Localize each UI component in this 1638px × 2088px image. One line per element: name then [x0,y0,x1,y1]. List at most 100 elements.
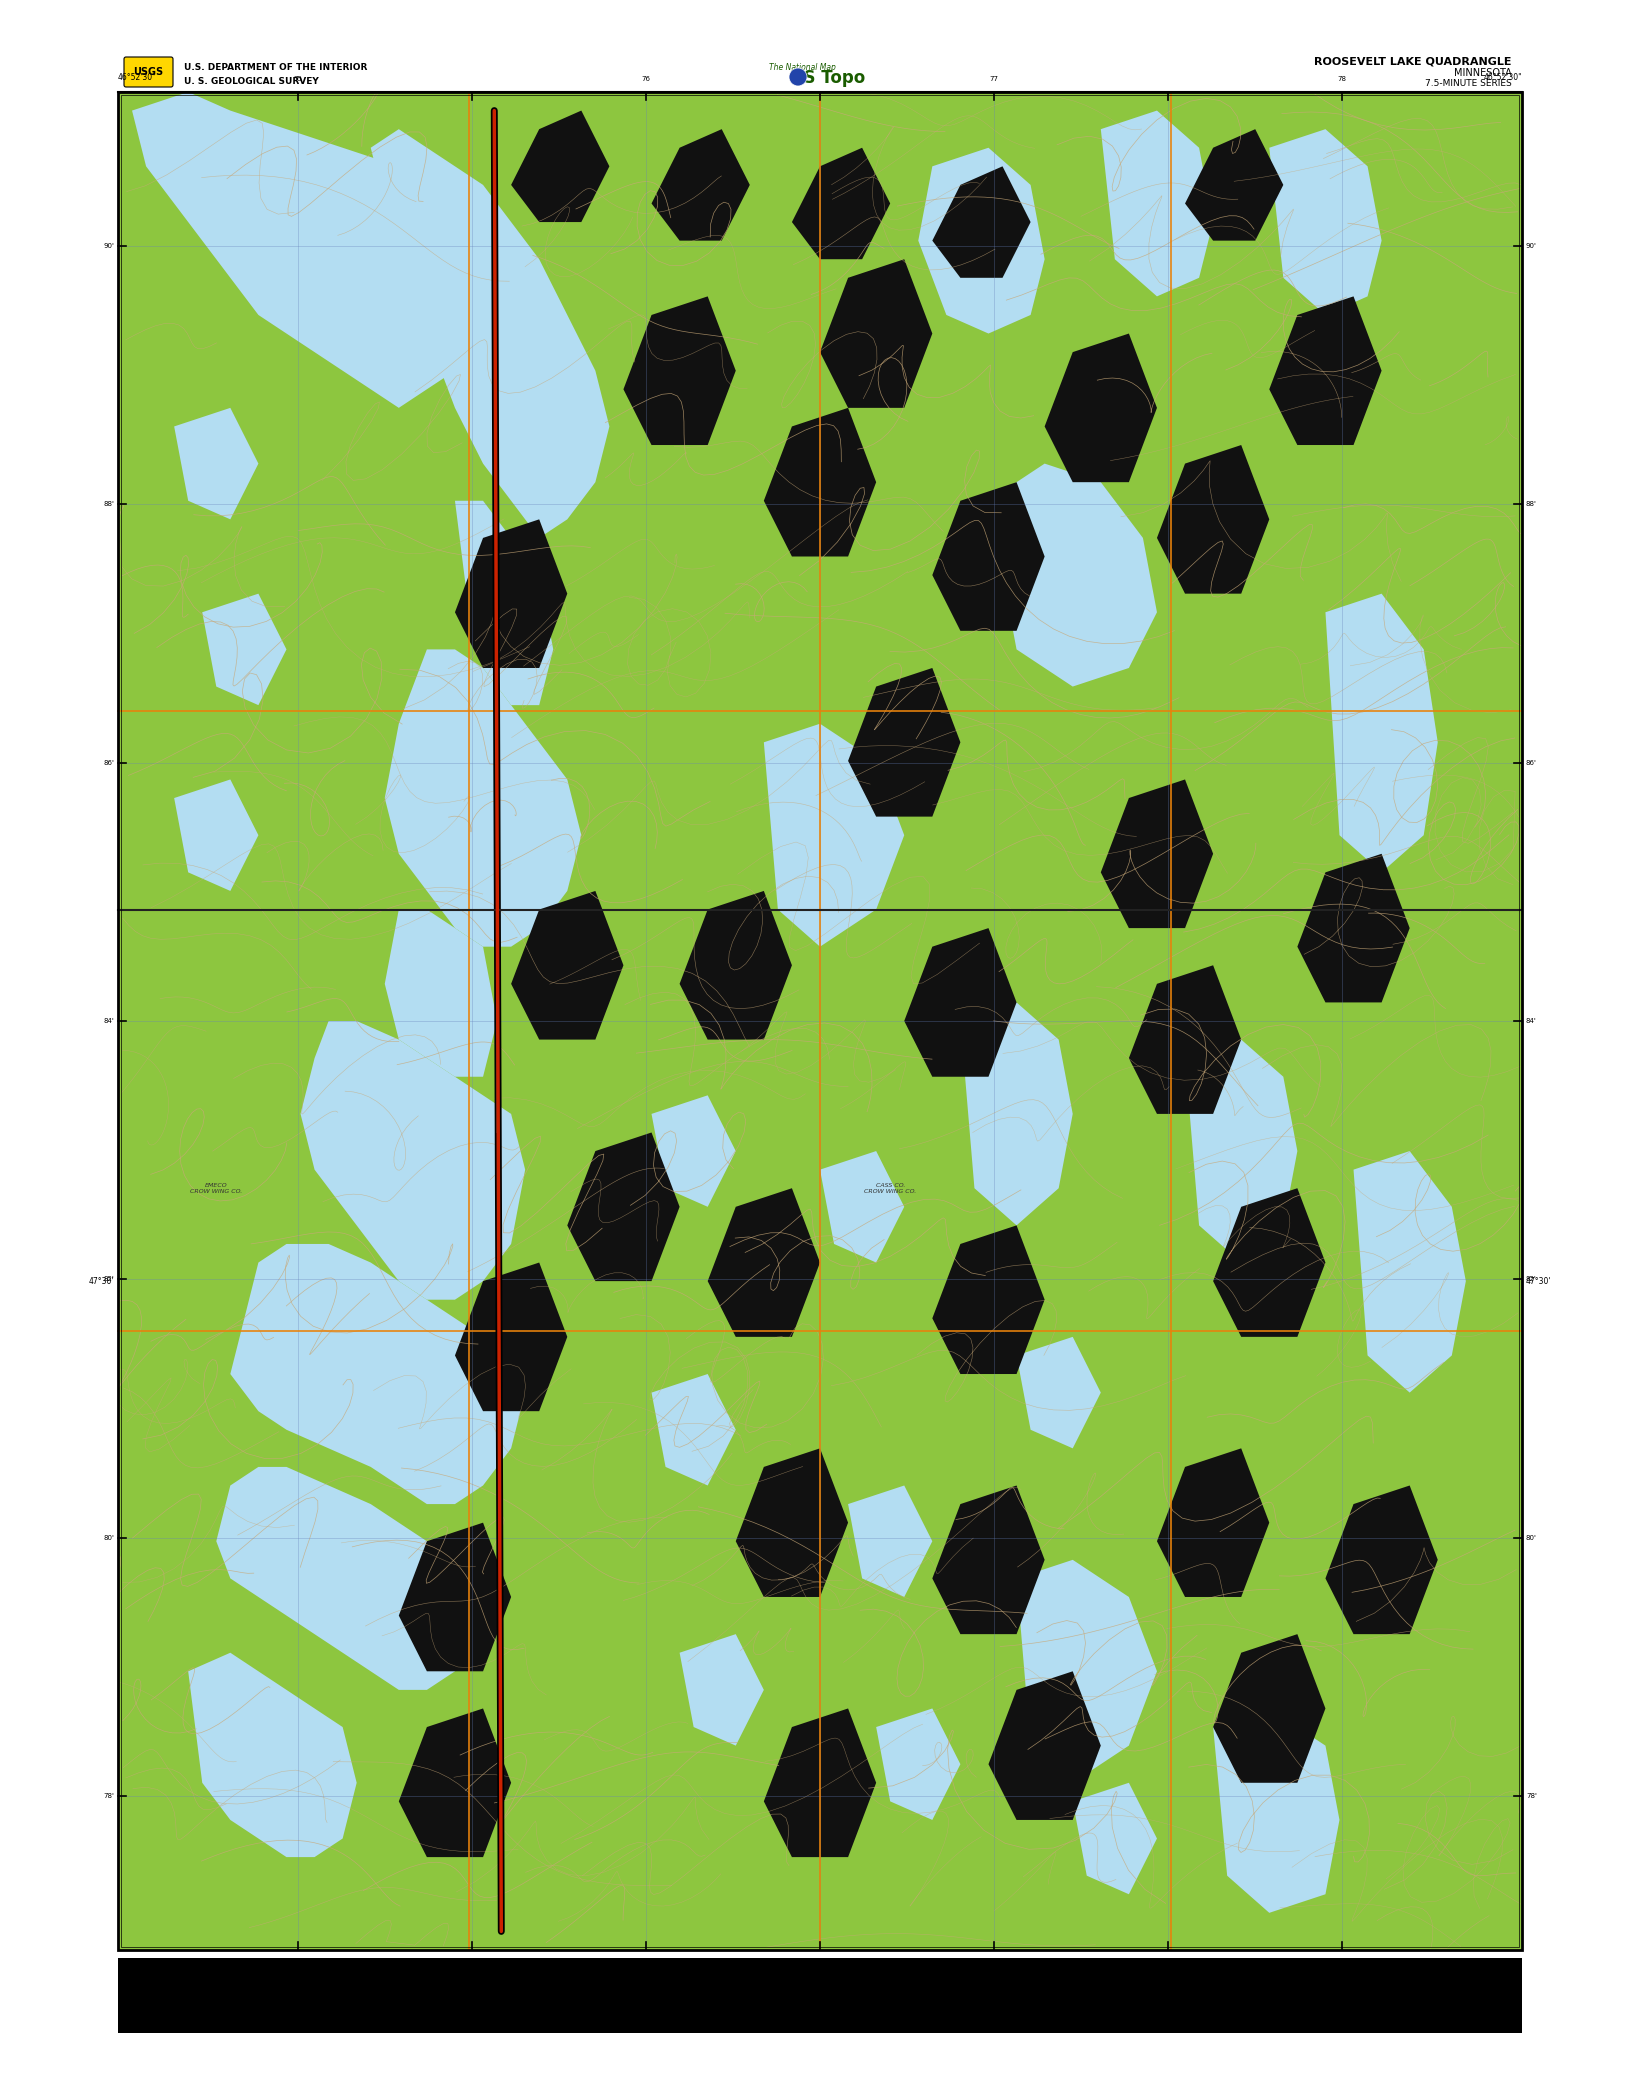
Polygon shape [1184,129,1283,240]
Text: 47°30': 47°30' [88,1276,115,1286]
Text: USGS: USGS [133,67,164,77]
Text: 1: 1 [998,1975,1002,1984]
Polygon shape [370,129,609,539]
Polygon shape [1325,593,1438,873]
Polygon shape [763,725,904,946]
Text: 46°45': 46°45' [118,1961,144,1969]
Text: 7.5-MINUTE SERIES: 7.5-MINUTE SERIES [1425,79,1512,88]
Polygon shape [1325,1485,1438,1635]
Polygon shape [763,1708,876,1856]
Polygon shape [216,1468,468,1689]
Polygon shape [680,1635,763,1746]
Bar [821,1988,880,1994]
Text: 46°52'30": 46°52'30" [1484,73,1522,81]
Polygon shape [652,1374,735,1485]
Text: ROAD CLASSIFICATION: ROAD CLASSIFICATION [1250,1961,1355,1969]
Polygon shape [385,910,496,1077]
Polygon shape [960,1002,1073,1226]
Polygon shape [1066,1984,1097,2019]
Text: 78': 78' [103,1794,115,1798]
Bar [699,1988,760,1994]
Polygon shape [201,593,287,706]
Text: 84': 84' [1527,1019,1536,1023]
Polygon shape [1017,1560,1156,1783]
Polygon shape [988,464,1156,687]
Bar [640,1988,699,1994]
Polygon shape [988,1670,1101,1821]
Text: 90': 90' [1527,242,1536,248]
Text: Produced by the United States Geological Survey: Produced by the United States Geological… [123,1963,329,1973]
Text: The National Map: The National Map [768,63,835,73]
Bar [121,94,1518,1946]
Text: 0: 0 [637,1975,642,1984]
Polygon shape [763,407,876,557]
Text: 47°30': 47°30' [1527,1276,1551,1286]
Bar [118,92,1522,1950]
Text: 80': 80' [1527,1535,1536,1541]
Polygon shape [1017,1336,1101,1449]
Polygon shape [1184,1040,1297,1263]
FancyBboxPatch shape [124,56,174,88]
Polygon shape [932,482,1045,631]
Bar [760,1988,821,1994]
Text: 46°45': 46°45' [1497,1961,1522,1969]
Polygon shape [1156,1449,1269,1597]
Polygon shape [174,407,259,520]
Polygon shape [708,1188,821,1336]
Polygon shape [300,1021,526,1299]
Text: CASS CO.
CROW WING CO.: CASS CO. CROW WING CO. [865,1182,916,1194]
Polygon shape [821,1150,904,1263]
Polygon shape [932,167,1030,278]
Polygon shape [1101,111,1214,296]
Polygon shape [511,892,624,1040]
Text: ROOSEVELT LAKE QUADRANGLE: ROOSEVELT LAKE QUADRANGLE [1315,56,1512,67]
Polygon shape [1129,965,1242,1113]
Polygon shape [624,296,735,445]
Text: 84': 84' [103,1019,115,1023]
Text: 78': 78' [1527,1794,1536,1798]
Text: 0: 0 [817,1975,822,1984]
Polygon shape [1156,445,1269,593]
Polygon shape [1073,1783,1156,1894]
Text: 88': 88' [103,501,115,507]
Polygon shape [791,148,889,259]
Text: 78: 78 [1338,75,1346,81]
Text: EMECO
CROW WING CO.: EMECO CROW WING CO. [190,1182,242,1194]
Polygon shape [188,1654,357,1856]
Text: 88': 88' [1527,501,1536,507]
Polygon shape [652,1096,735,1207]
Polygon shape [848,1485,932,1597]
Polygon shape [932,1226,1045,1374]
Polygon shape [848,668,960,816]
Polygon shape [735,1449,848,1597]
Polygon shape [932,1485,1045,1635]
Text: U. S. GEOLOGICAL SURVEY: U. S. GEOLOGICAL SURVEY [183,77,319,86]
Text: 76: 76 [642,75,650,81]
Text: 90': 90' [103,242,115,248]
Polygon shape [904,927,1017,1077]
Text: 86': 86' [1527,760,1536,766]
Polygon shape [1101,779,1214,927]
Polygon shape [455,520,567,668]
Polygon shape [398,1522,511,1670]
Polygon shape [652,129,750,240]
Polygon shape [455,1263,567,1411]
Text: 80': 80' [103,1535,115,1541]
Text: 46°52'30": 46°52'30" [118,73,157,81]
Polygon shape [231,1244,526,1503]
Polygon shape [133,92,496,407]
Polygon shape [1214,1635,1325,1783]
Text: 82': 82' [103,1276,115,1282]
Polygon shape [1045,334,1156,482]
Polygon shape [174,779,259,892]
Text: US Topo: US Topo [791,69,865,88]
Bar [880,1988,940,1994]
Polygon shape [385,649,581,946]
Text: 77: 77 [989,75,999,81]
Text: 86': 86' [103,760,115,766]
Bar [940,1988,1001,1994]
Polygon shape [1297,854,1410,1002]
Polygon shape [1214,1708,1340,1913]
Polygon shape [919,148,1045,334]
Polygon shape [1269,129,1381,315]
